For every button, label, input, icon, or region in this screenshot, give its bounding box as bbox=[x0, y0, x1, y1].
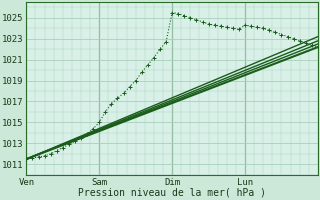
X-axis label: Pression niveau de la mer( hPa ): Pression niveau de la mer( hPa ) bbox=[78, 188, 266, 198]
